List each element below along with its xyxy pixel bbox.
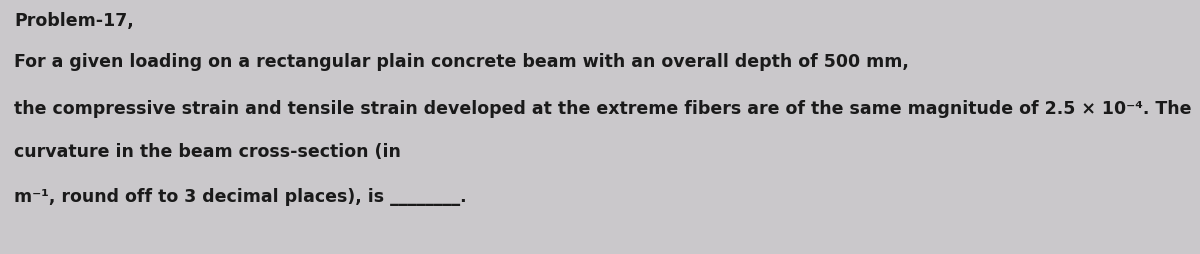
Text: m⁻¹, round off to 3 decimal places), is ________.: m⁻¹, round off to 3 decimal places), is … [14,188,467,206]
Text: For a given loading on a rectangular plain concrete beam with an overall depth o: For a given loading on a rectangular pla… [14,53,910,71]
Text: curvature in the beam cross-section (in: curvature in the beam cross-section (in [14,143,401,161]
Text: Problem-17,: Problem-17, [14,12,134,30]
Text: the compressive strain and tensile strain developed at the extreme fibers are of: the compressive strain and tensile strai… [14,100,1192,118]
